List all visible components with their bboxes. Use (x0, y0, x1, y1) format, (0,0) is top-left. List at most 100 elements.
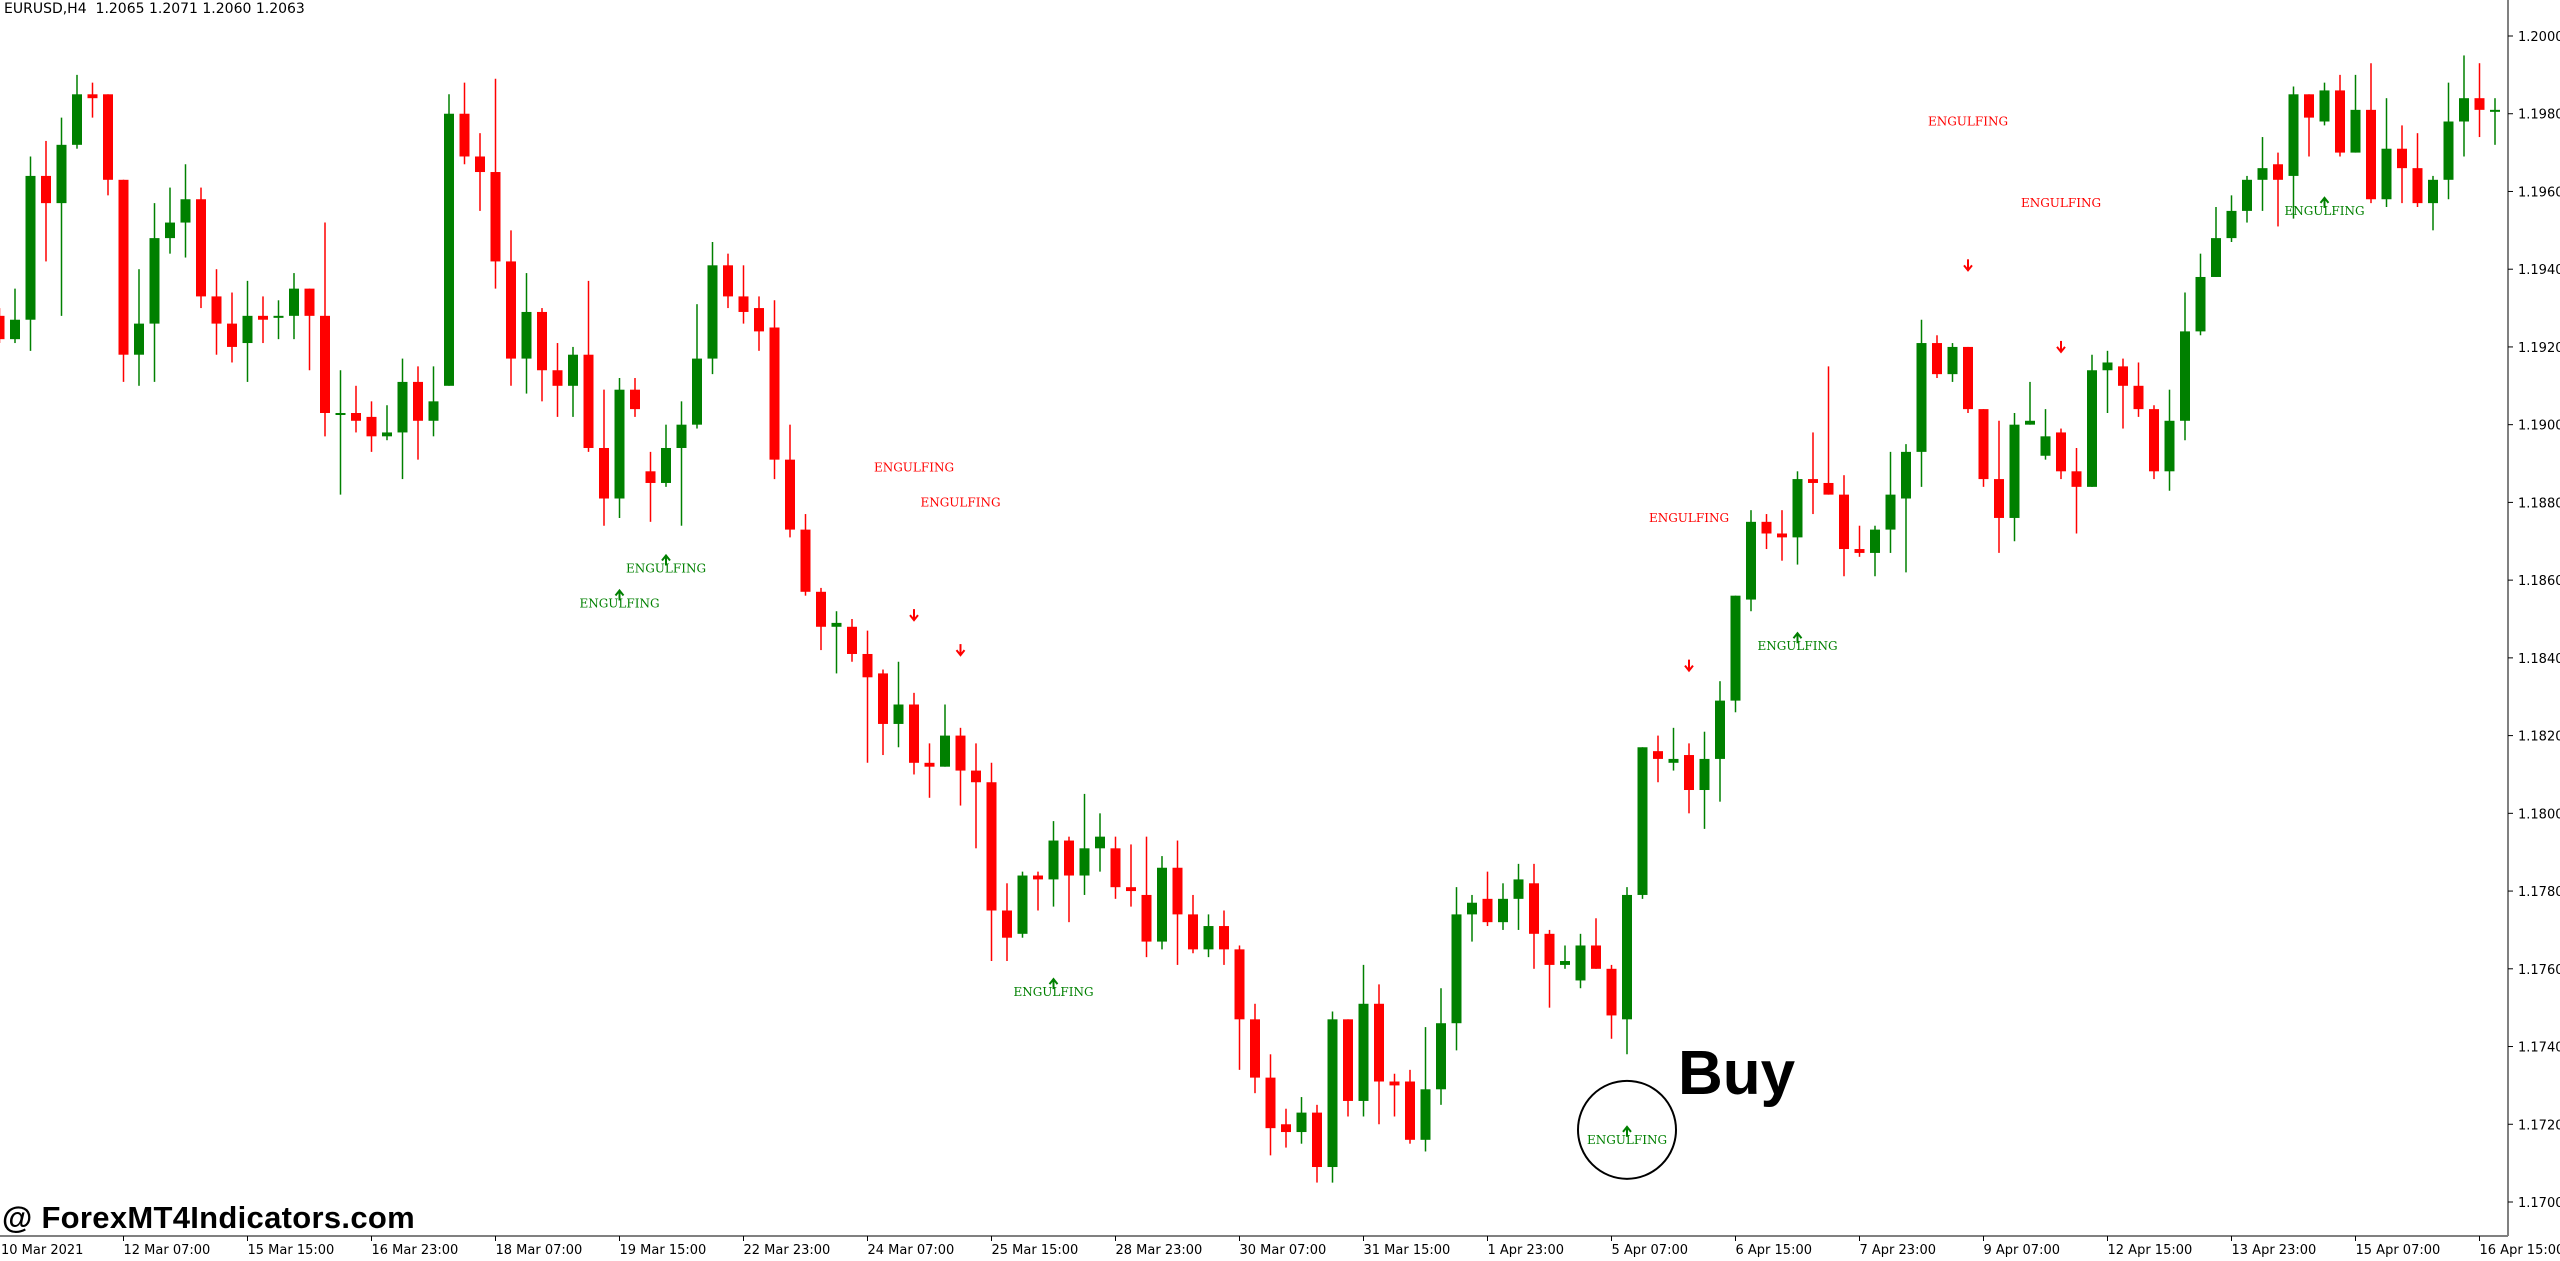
candle-body (769, 327, 780, 460)
candle-body (1265, 1077, 1276, 1129)
candle-body (444, 113, 454, 386)
bullish-candle (1746, 510, 1756, 612)
candle-body (258, 315, 268, 320)
bullish-candle (707, 241, 718, 375)
bullish-candle (2164, 389, 2175, 491)
candle-body (1513, 879, 1524, 899)
arrow-head (2056, 346, 2066, 354)
candle-body (754, 308, 764, 332)
bearish-candle (1405, 1069, 1415, 1144)
bearish-candle (1219, 910, 1229, 965)
candle-body (2164, 420, 2175, 472)
bullish-candle (1079, 793, 1090, 895)
bullish-candle (2428, 175, 2438, 231)
candle-body (1296, 1112, 1307, 1133)
candle-body (2009, 424, 2020, 518)
candle-body (661, 447, 671, 483)
candle-body (2195, 276, 2206, 332)
arrow-down-icon (909, 609, 919, 622)
time-tick-label: 24 Mar 07:00 (868, 1243, 955, 1258)
bearish-candle (785, 424, 795, 538)
bullish-candle (2319, 82, 2330, 126)
bearish-candle (1994, 420, 2004, 553)
engulfing-label: ENGULFING (874, 460, 954, 474)
bullish-candle (149, 203, 160, 382)
watermark: @ ForexMT4Indicators.com (2, 1200, 415, 1235)
bearish-candle (320, 222, 330, 437)
bearish-candle (1482, 871, 1493, 927)
bearish-candle (723, 253, 733, 309)
candle-body (1498, 898, 1508, 923)
bearish-candle (2273, 152, 2283, 227)
candle-body (2257, 168, 2268, 180)
engulfing-label: ENGULFING (1757, 639, 1837, 653)
time-tick-label: 16 Apr 15:00 (2480, 1243, 2560, 1258)
bearish-candle (351, 385, 361, 433)
candle-body (1126, 887, 1136, 892)
price-tick-label: 1.1820 (2518, 730, 2560, 745)
bearish-candle (2056, 428, 2066, 480)
bearish-candle (552, 343, 563, 417)
bearish-candle (862, 630, 873, 763)
candle-body (1002, 910, 1012, 938)
candle-body (2133, 385, 2144, 410)
candle-body (630, 389, 640, 410)
candle-body (2056, 432, 2066, 472)
candle-body (2335, 90, 2345, 153)
candle-body (2397, 148, 2407, 169)
candle-body (459, 113, 470, 157)
bullish-candle (2226, 195, 2237, 242)
bearish-candle (1963, 346, 1973, 414)
candle-body (1932, 343, 1942, 375)
candle-body (862, 653, 873, 678)
bullish-candle (1296, 1097, 1307, 1144)
candle-body (2025, 420, 2035, 425)
bullish-candle (444, 94, 454, 386)
bearish-candle (847, 619, 857, 662)
bearish-candle (630, 378, 640, 417)
candle-body (940, 735, 950, 767)
candle-body (1219, 926, 1229, 950)
bullish-candle (56, 117, 67, 316)
candle-body (2102, 362, 2113, 371)
candle-body (1544, 933, 1555, 965)
bearish-candle (1653, 735, 1663, 783)
arrow-head (2319, 196, 2330, 204)
time-tick-label: 5 Apr 07:00 (1612, 1243, 1689, 1258)
engulfing-label: ENGULFING (2021, 196, 2101, 210)
bearish-candle (986, 762, 997, 962)
candle-body (1250, 1019, 1260, 1078)
candle-body (41, 175, 51, 204)
bullish-candle (1467, 894, 1477, 942)
bearish-candle (1343, 1019, 1353, 1117)
bullish-candle (289, 273, 299, 340)
bearish-candle (0, 308, 5, 344)
bearish-candle (413, 366, 423, 460)
candle-body (1420, 1089, 1431, 1140)
candle-body (1715, 700, 1725, 759)
bearish-candle (1234, 945, 1245, 1070)
bearish-candle (1978, 409, 1989, 487)
candle-body (1560, 961, 1570, 965)
candle-body (428, 401, 439, 421)
candle-body (1095, 836, 1105, 849)
candle-body (118, 179, 129, 355)
bearish-candle (1141, 836, 1152, 958)
bearish-candle (955, 727, 966, 806)
bullish-candle (1622, 887, 1632, 1055)
bullish-candle (2009, 413, 2020, 542)
candle-body (1064, 840, 1074, 876)
time-tick-label: 16 Mar 23:00 (372, 1243, 459, 1258)
arrow-up-icon (1792, 631, 1803, 644)
arrow-head (1048, 977, 1059, 985)
bullish-candle (25, 156, 36, 351)
bullish-candle (2288, 86, 2299, 219)
arrow-up-icon (1622, 1125, 1632, 1137)
bearish-candle (1374, 984, 1384, 1125)
engulfing-label: ENGULFING (920, 495, 1000, 509)
bearish-candle (304, 288, 315, 371)
bearish-candle (41, 140, 51, 262)
bullish-candle (242, 280, 253, 382)
candle-body (1048, 840, 1059, 880)
engulfing-label: ENGULFING (1928, 115, 2008, 129)
